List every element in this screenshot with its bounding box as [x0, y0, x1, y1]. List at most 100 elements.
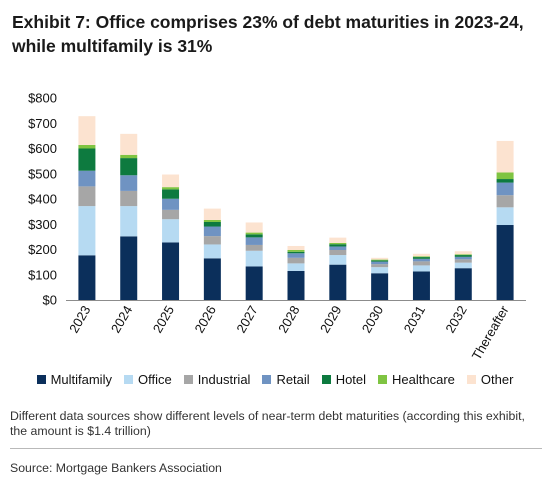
- legend-label: Retail: [276, 372, 310, 387]
- bar-segment: [162, 189, 180, 199]
- x-tick-label: 2023: [66, 303, 93, 336]
- bar-segment: [162, 174, 180, 188]
- chart-legend: Multifamily Office Industrial Retail Hotel He…: [0, 372, 550, 387]
- legend-item: Other: [466, 372, 514, 387]
- bar-segment: [287, 270, 305, 300]
- bar-segment: [120, 154, 138, 159]
- y-tick-label: $600: [28, 141, 57, 156]
- bar-segment: [78, 170, 96, 187]
- y-tick-label: $0: [43, 293, 57, 308]
- bar-segment: [496, 182, 514, 196]
- legend-swatch: [123, 375, 133, 384]
- legend-item: Retail: [262, 372, 310, 387]
- bar-segment: [78, 116, 96, 145]
- bar-segment: [203, 258, 221, 300]
- bar-segment: [287, 251, 305, 254]
- bar-segment: [78, 144, 96, 149]
- bar-segment: [496, 179, 514, 183]
- legend-label: Office: [137, 372, 172, 387]
- x-tick-label: 2028: [275, 303, 302, 336]
- chart-note: Different data sources show different le…: [10, 409, 525, 438]
- y-tick-label: $400: [28, 192, 57, 207]
- bar-segment: [287, 250, 305, 252]
- bar-segment: [120, 190, 138, 207]
- legend-item: Healthcare: [378, 372, 455, 387]
- legend-label: Multifamily: [50, 372, 112, 387]
- bar-segment: [412, 257, 430, 259]
- bar-segment: [245, 266, 263, 300]
- legend-label: Hotel: [335, 372, 367, 387]
- legend-swatch: [378, 375, 388, 384]
- bar-segment: [412, 271, 430, 300]
- bar-segment: [78, 148, 96, 171]
- x-tick-label: 2029: [317, 303, 344, 336]
- bar-segment: [371, 257, 389, 260]
- bar-segment: [245, 237, 263, 245]
- chart-title: Exhibit 7: Office comprises 23% of debt …: [12, 12, 524, 56]
- legend-label: Healthcare: [392, 372, 455, 387]
- bar-segment: [203, 208, 221, 220]
- legend-label: Industrial: [197, 372, 251, 387]
- bar-segment: [329, 237, 347, 243]
- bar-segment: [162, 209, 180, 220]
- legend-swatch: [36, 375, 46, 384]
- y-tick-label: $800: [28, 91, 57, 106]
- bar-segment: [120, 158, 138, 176]
- bar-segment: [203, 236, 221, 245]
- bar-segment: [287, 253, 305, 258]
- bar-segment: [120, 175, 138, 191]
- bar-segment: [496, 195, 514, 208]
- legend-item: Hotel: [321, 372, 367, 387]
- bar-segment: [287, 257, 305, 264]
- x-tick-label: 2024: [108, 303, 135, 336]
- x-tick-label: 2030: [359, 303, 386, 336]
- bar-segment: [329, 255, 347, 265]
- bar-segment: [371, 259, 389, 261]
- bar-segment: [245, 234, 263, 238]
- bar-segment: [287, 263, 305, 271]
- bar-segment: [454, 259, 472, 263]
- legend-swatch: [262, 375, 272, 384]
- bar-segment: [203, 219, 221, 222]
- bar-segment: [371, 260, 389, 262]
- y-tick-label: $300: [28, 217, 57, 232]
- bar-segment: [162, 219, 180, 243]
- bar-segment: [371, 264, 389, 268]
- bar-segment: [162, 198, 180, 210]
- bar-segment: [329, 242, 347, 245]
- y-tick-label: $500: [28, 166, 57, 181]
- bar-segment: [203, 221, 221, 227]
- bar-segment: [371, 273, 389, 300]
- x-tick-label: 2026: [192, 303, 219, 336]
- bar-segment: [78, 186, 96, 207]
- bar-segment: [162, 242, 180, 300]
- bar-segment: [120, 133, 138, 155]
- x-tick-label: 2032: [442, 303, 469, 336]
- bar-segment: [454, 262, 472, 269]
- legend-item: Industrial: [183, 372, 251, 387]
- legend-item: Office: [123, 372, 172, 387]
- bar-segment: [412, 265, 430, 272]
- stacked-bar-chart: $0 $100 $200 $300 $400 $500 $600 $700 $800 2023 20…: [28, 91, 526, 362]
- bar-segment: [245, 244, 263, 251]
- bar-segment: [245, 250, 263, 267]
- bar-segment: [245, 222, 263, 233]
- bar-segment: [412, 253, 430, 257]
- y-tick-label: $100: [28, 267, 57, 282]
- y-tick-label: $200: [28, 242, 57, 257]
- bar-segment: [412, 258, 430, 262]
- x-tick-label: Thereafter: [469, 302, 512, 362]
- bar-segment: [496, 225, 514, 300]
- bar-segment: [78, 255, 96, 300]
- bar-segment: [454, 256, 472, 260]
- bar-segment: [371, 267, 389, 274]
- bar-segment: [496, 140, 514, 173]
- bar-segment: [78, 206, 96, 256]
- bar-segment: [454, 251, 472, 255]
- bar-segment: [329, 264, 347, 300]
- y-tick-label: $700: [28, 116, 57, 131]
- legend-label: Other: [480, 372, 514, 387]
- bar-segment: [245, 232, 263, 235]
- bar-segment: [329, 244, 347, 247]
- bar-segment: [329, 250, 347, 256]
